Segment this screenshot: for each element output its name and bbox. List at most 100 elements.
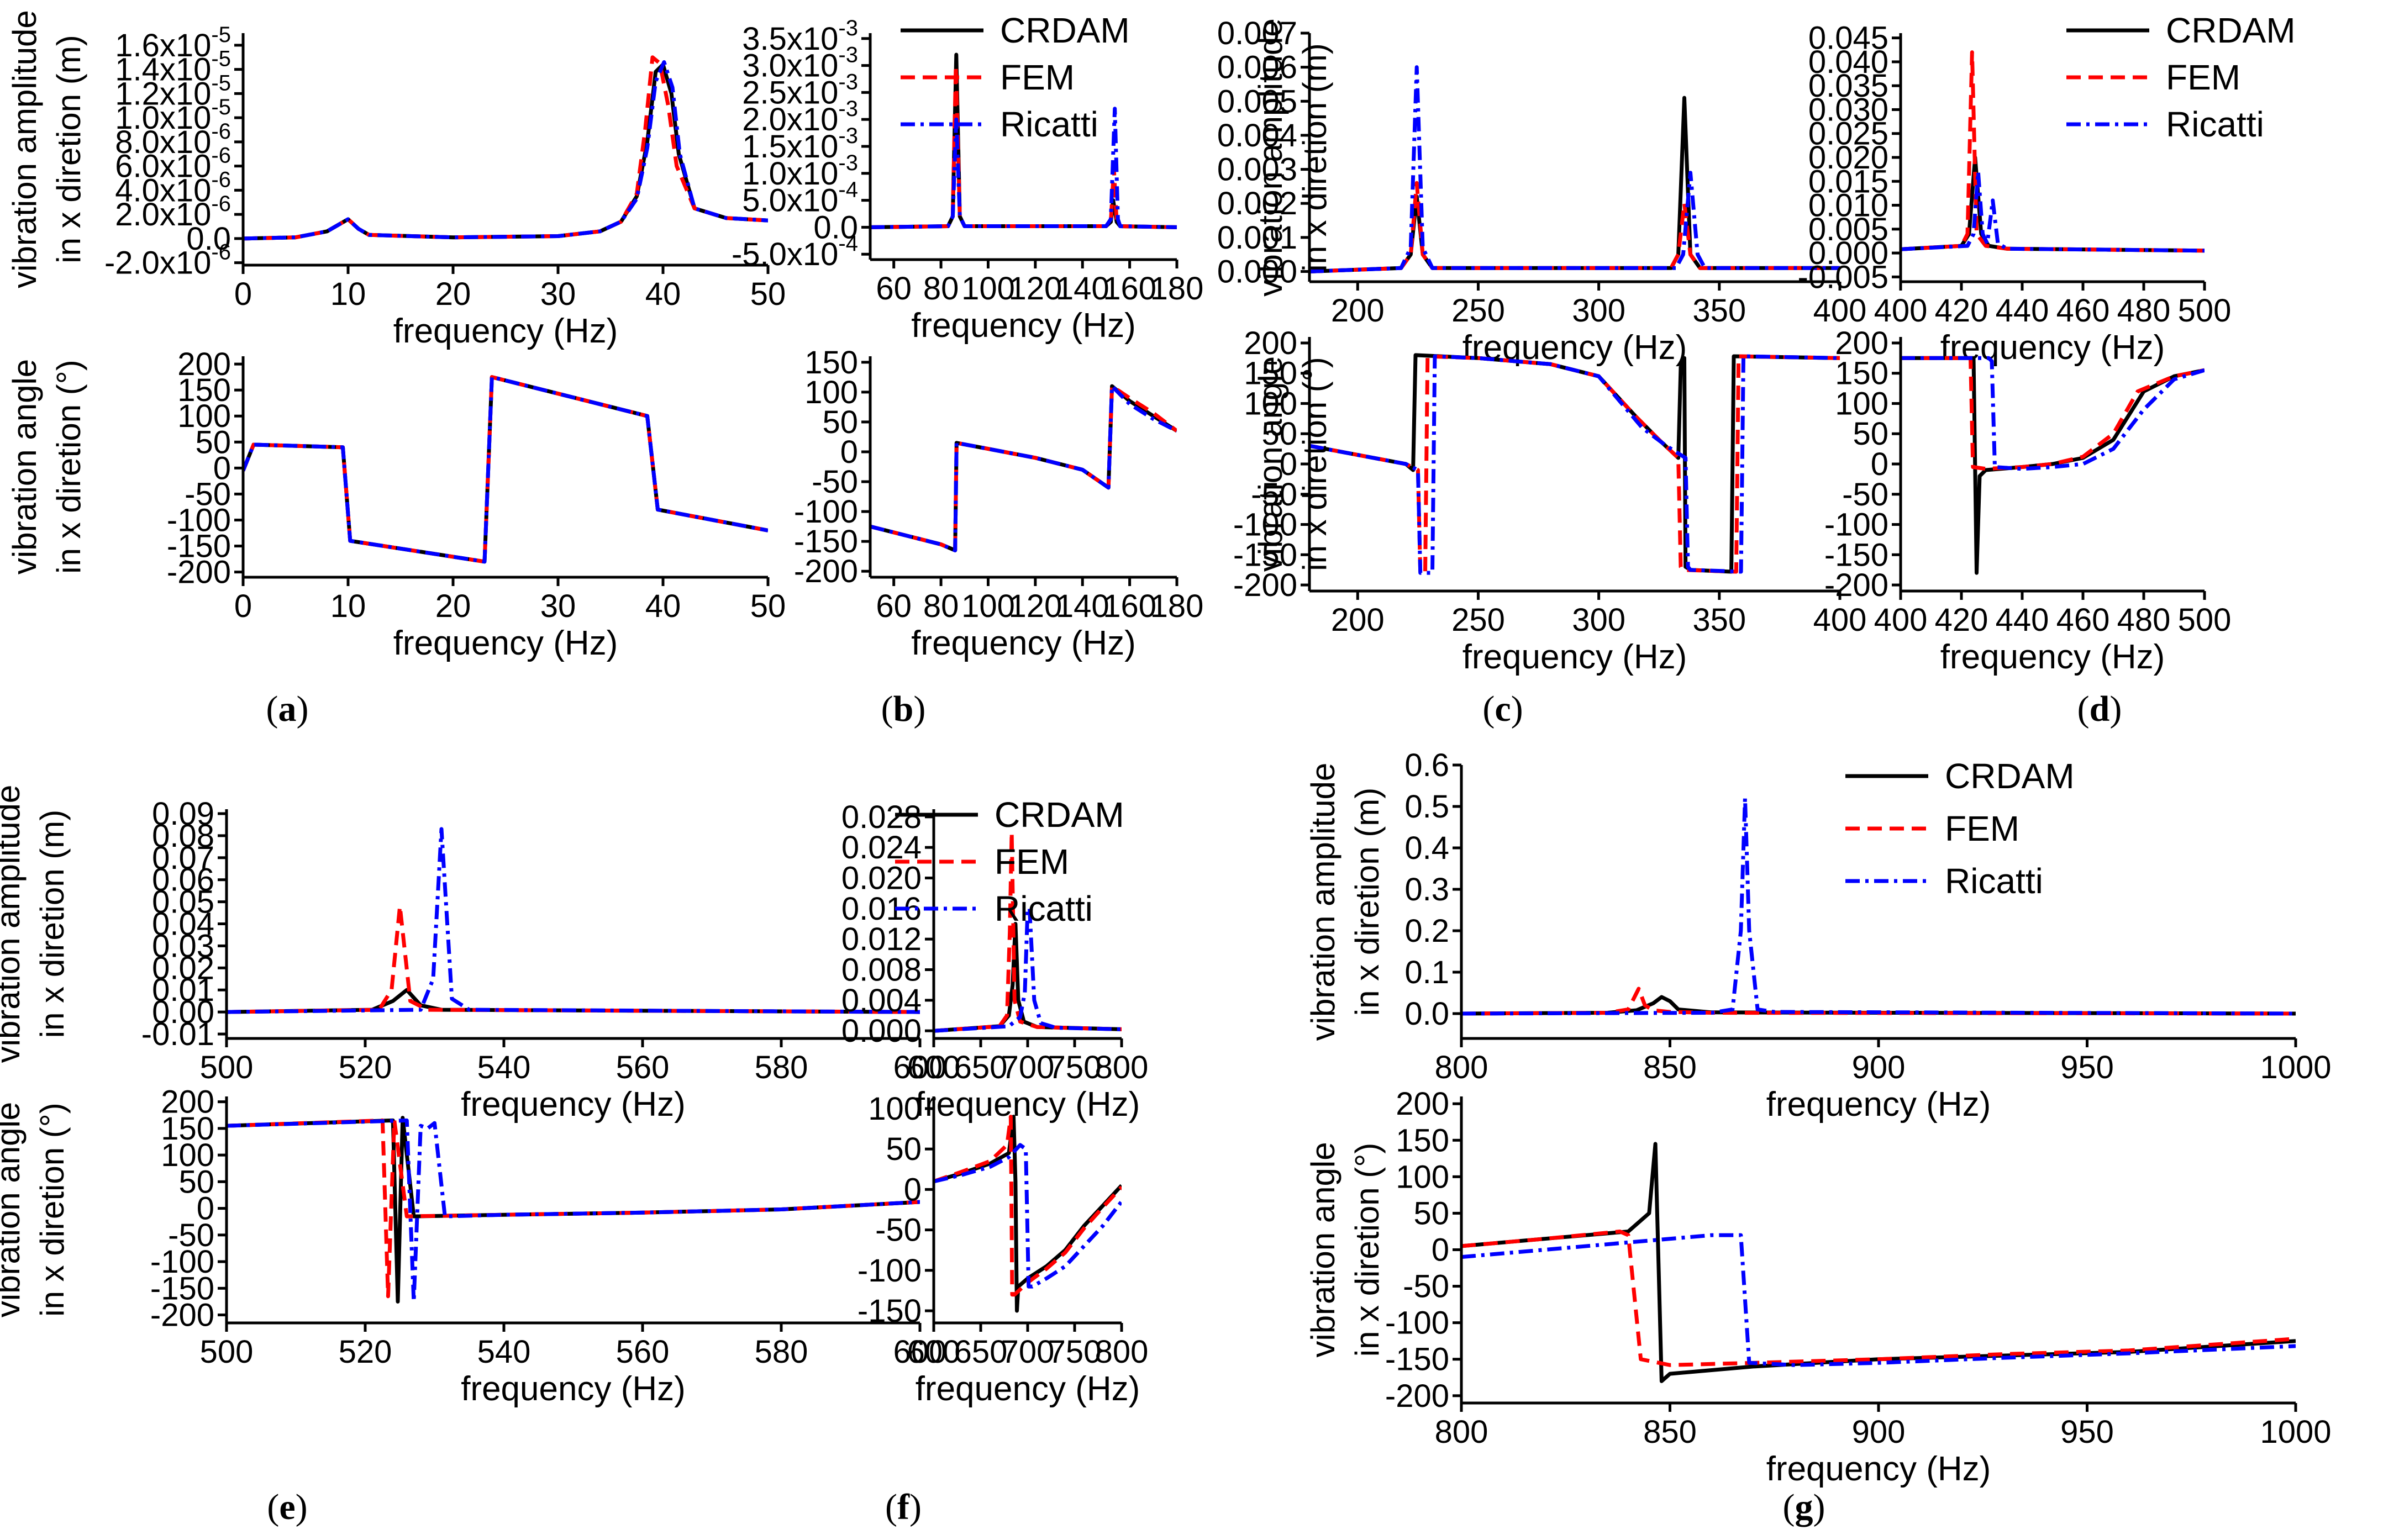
- x-tick-label: 20: [435, 588, 471, 624]
- y-tick-label: 100: [804, 375, 858, 410]
- y-tick-label: -200: [150, 1298, 214, 1333]
- legend-label-ricatti: Ricatti: [1000, 104, 1098, 144]
- y-axis-label: in x diretion (m): [1296, 43, 1333, 271]
- x-tick-label: 650: [954, 1334, 1008, 1370]
- caption-paren: ): [909, 1487, 922, 1527]
- caption-letter: g: [1795, 1487, 1813, 1527]
- chart-b_ang: 60 80 100120140160180150100500-50-100-150-…: [794, 345, 1203, 662]
- y-tick-label: 100: [868, 1091, 922, 1127]
- y-tick-label: 0: [197, 1191, 214, 1227]
- x-tick-label: 700: [1001, 1049, 1055, 1085]
- y-tick-label: 0.025: [1808, 116, 1888, 152]
- x-axis-label: frequency (Hz): [916, 1370, 1140, 1408]
- x-axis-label: frequency (Hz): [1766, 1450, 1991, 1488]
- y-tick-label: 50: [886, 1131, 922, 1167]
- caption-g: (g): [1783, 1487, 1825, 1527]
- y-tick-label: 0.005: [1808, 212, 1888, 247]
- y-tick-label: 0.02: [152, 950, 214, 986]
- y-tick-label: 0.003: [1217, 152, 1297, 188]
- series-line-fem: [243, 55, 768, 241]
- x-tick-label: 40: [645, 588, 681, 624]
- caption-paren: ): [1813, 1487, 1825, 1527]
- y-tick-exponent: -6: [211, 192, 231, 216]
- y-tick-label: -100: [794, 494, 858, 530]
- y-tick-label: -200: [1824, 567, 1888, 603]
- x-tick-label: 300: [1572, 602, 1625, 638]
- y-tick-exponent: -3: [838, 97, 858, 121]
- series-line-fem: [870, 384, 1177, 552]
- x-tick-label: 180: [1150, 588, 1204, 624]
- y-tick-label: -50: [185, 476, 231, 512]
- series-line-ricatti: [934, 906, 1122, 1033]
- x-tick-label: 120: [1008, 271, 1062, 307]
- caption-f: (f): [885, 1487, 922, 1527]
- x-axis-label: frequency (Hz): [1462, 638, 1687, 676]
- x-tick-label: 400: [1874, 602, 1928, 638]
- y-tick-label: 100: [1244, 386, 1297, 421]
- y-tick-label: 200: [1244, 325, 1297, 361]
- y-tick-exponent: -4: [838, 178, 858, 202]
- caption-paren: (: [2077, 689, 2090, 729]
- series-line-fem: [934, 1115, 1122, 1297]
- x-tick-label: 800: [1095, 1334, 1149, 1370]
- y-tick-label: 50: [1413, 1195, 1449, 1231]
- y-tick-exponent: -6: [211, 144, 231, 168]
- legend-label-crdam: CRDAM: [995, 795, 1124, 835]
- series-line-crdam: [243, 375, 768, 564]
- series-line-crdam: [870, 384, 1177, 552]
- series-line-ricatti: [243, 60, 768, 241]
- y-tick-label: 150: [1835, 356, 1888, 392]
- y-tick-label: 8.0x10-6: [115, 119, 231, 160]
- y-tick-label: -50: [812, 464, 858, 500]
- chart-a_ang: 0 10 20 30 40 50200150100500-50-100-150-200fr…: [6, 346, 786, 662]
- legend-label-crdam: CRDAM: [995, 795, 1124, 835]
- x-tick-label: 900: [1852, 1414, 1906, 1450]
- y-tick-label: 100: [177, 398, 231, 434]
- x-tick-label: 600: [907, 1049, 961, 1085]
- x-axis-label: frequency (Hz): [1940, 638, 2165, 676]
- caption-paren: ): [297, 689, 309, 729]
- y-tick-label: -100: [1824, 507, 1888, 543]
- x-tick-label: 650: [954, 1049, 1008, 1085]
- x-tick-label: 800: [1435, 1049, 1488, 1085]
- caption-letter: a: [278, 689, 297, 729]
- x-tick-label: 40: [645, 276, 681, 312]
- x-tick-label: 160: [1103, 271, 1156, 307]
- y-tick-label: -100: [857, 1253, 922, 1289]
- y-tick-label: 0.4: [1404, 830, 1449, 866]
- y-tick-label: -150: [150, 1270, 214, 1306]
- x-axis-label: frequency (Hz): [393, 624, 618, 662]
- caption-paren: (: [885, 1487, 897, 1527]
- y-tick-label: -200: [167, 555, 231, 590]
- y-tick-label: -50: [1251, 477, 1297, 513]
- y-tick-label: 0.006: [1217, 50, 1297, 86]
- y-tick-label: -150: [794, 524, 858, 560]
- y-tick-label: 0: [1871, 446, 1888, 482]
- y-tick-base: 6.0x10: [115, 149, 211, 184]
- y-tick-label: 0.010: [1808, 188, 1888, 224]
- caption-letter: b: [893, 689, 914, 729]
- y-tick-base: -5.0x10: [732, 236, 838, 272]
- y-tick-base: 2.5x10: [742, 75, 838, 110]
- y-tick-exponent: -3: [838, 124, 858, 148]
- y-tick-label: -150: [167, 529, 231, 565]
- y-tick-label: -200: [1233, 567, 1297, 603]
- series-line-crdam: [227, 1116, 920, 1304]
- y-tick-base: 1.6x10: [115, 28, 211, 64]
- x-tick-label: 750: [1048, 1049, 1102, 1085]
- y-tick-label: 0.002: [1217, 186, 1297, 221]
- caption-letter: d: [2090, 689, 2110, 729]
- y-tick-label: -2.0x10-6: [104, 240, 231, 281]
- x-tick-label: 600: [893, 1049, 947, 1085]
- x-tick-label: 60: [876, 271, 912, 307]
- y-tick-exponent: -3: [838, 16, 858, 40]
- caption-paren: (: [1482, 689, 1495, 729]
- x-tick-label: 520: [339, 1334, 392, 1370]
- y-tick-label: 0.00: [152, 994, 214, 1030]
- y-tick-label: -150: [1824, 537, 1888, 573]
- y-tick-base: 1.5x10: [742, 129, 838, 165]
- caption-letter: f: [897, 1487, 910, 1527]
- y-tick-label: 0.045: [1808, 20, 1888, 56]
- series-line-ricatti: [934, 1143, 1122, 1289]
- x-tick-label: 560: [616, 1049, 670, 1085]
